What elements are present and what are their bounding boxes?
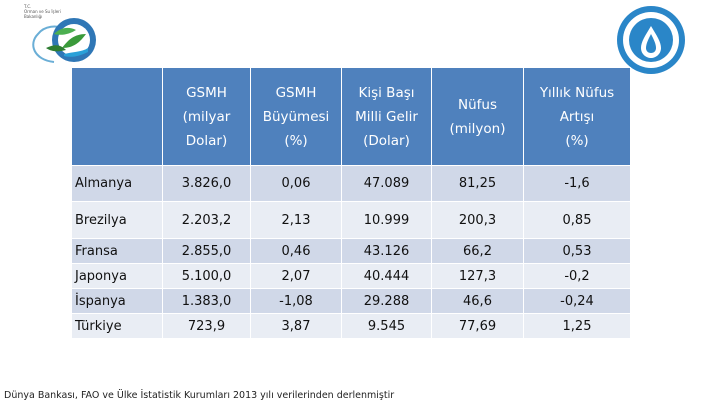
source-footnote: Dünya Bankası, FAO ve Ülke İstatistik Ku… (4, 390, 395, 401)
population-cell: 200,3 (431, 201, 524, 239)
growth-cell: 3,87 (250, 313, 342, 339)
table-header-row: GSMH (milyar Dolar) GSMH Büyümesi (%) Ki… (71, 67, 631, 166)
population-growth-cell: 1,25 (523, 313, 631, 339)
population-growth-cell: -1,6 (523, 165, 631, 202)
population-cell: 127,3 (431, 263, 524, 289)
country-cell: Türkiye (71, 313, 163, 339)
gsmh-cell: 3.826,0 (162, 165, 251, 202)
tree-globe-icon (32, 18, 96, 63)
population-growth-cell: -0,2 (523, 263, 631, 289)
table-row: Brezilya 2.203,2 2,13 10.999 200,3 0,85 (71, 201, 631, 239)
table-row: Japonya 5.100,0 2,07 40.444 127,3 -0,2 (71, 263, 631, 289)
gsmh-cell: 5.100,0 (162, 263, 251, 289)
income-cell: 43.126 (341, 238, 432, 264)
table-row: İspanya 1.383,0 -1,08 29.288 46,6 -0,24 (71, 288, 631, 314)
income-cell: 40.444 (341, 263, 432, 289)
population-cell: 66,2 (431, 238, 524, 264)
header-gsmh-growth: GSMH Büyümesi (%) (250, 67, 342, 166)
header-population: Nüfus (milyon) (431, 67, 524, 166)
income-cell: 10.999 (341, 201, 432, 239)
population-growth-cell: 0,53 (523, 238, 631, 264)
table-row: Almanya 3.826,0 0,06 47.089 81,25 -1,6 (71, 165, 631, 202)
country-cell: Brezilya (71, 201, 163, 239)
population-cell: 77,69 (431, 313, 524, 339)
population-growth-cell: -0,24 (523, 288, 631, 314)
gsmh-cell: 2.203,2 (162, 201, 251, 239)
population-cell: 81,25 (431, 165, 524, 202)
ministry-logo-text: T.C. Orman ve Su İşleri Bakanlığı (24, 4, 61, 19)
population-cell: 46,6 (431, 288, 524, 314)
gsmh-cell: 1.383,0 (162, 288, 251, 314)
header-per-capita-income: Kişi Başı Milli Gelir (Dolar) (341, 67, 432, 166)
gsmh-cell: 723,9 (162, 313, 251, 339)
table-row: Türkiye 723,9 3,87 9.545 77,69 1,25 (71, 313, 631, 339)
water-drop-emblem-icon (617, 6, 685, 74)
growth-cell: 2,07 (250, 263, 342, 289)
income-cell: 9.545 (341, 313, 432, 339)
dsi-logo (615, 4, 687, 76)
country-cell: Almanya (71, 165, 163, 202)
header-population-growth: Yıllık Nüfus Artışı (%) (523, 67, 631, 166)
income-cell: 29.288 (341, 288, 432, 314)
growth-cell: 2,13 (250, 201, 342, 239)
gsmh-cell: 2.855,0 (162, 238, 251, 264)
table-row: Fransa 2.855,0 0,46 43.126 66,2 0,53 (71, 238, 631, 264)
population-growth-cell: 0,85 (523, 201, 631, 239)
header-corner-cell (71, 67, 163, 166)
country-cell: Fransa (71, 238, 163, 264)
growth-cell: 0,06 (250, 165, 342, 202)
income-cell: 47.089 (341, 165, 432, 202)
growth-cell: 0,46 (250, 238, 342, 264)
economic-indicators-table: GSMH (milyar Dolar) GSMH Büyümesi (%) Ki… (71, 67, 631, 339)
growth-cell: -1,08 (250, 288, 342, 314)
header-gsmh: GSMH (milyar Dolar) (162, 67, 251, 166)
country-cell: Japonya (71, 263, 163, 289)
country-cell: İspanya (71, 288, 163, 314)
ministry-logo: T.C. Orman ve Su İşleri Bakanlığı (24, 4, 100, 66)
